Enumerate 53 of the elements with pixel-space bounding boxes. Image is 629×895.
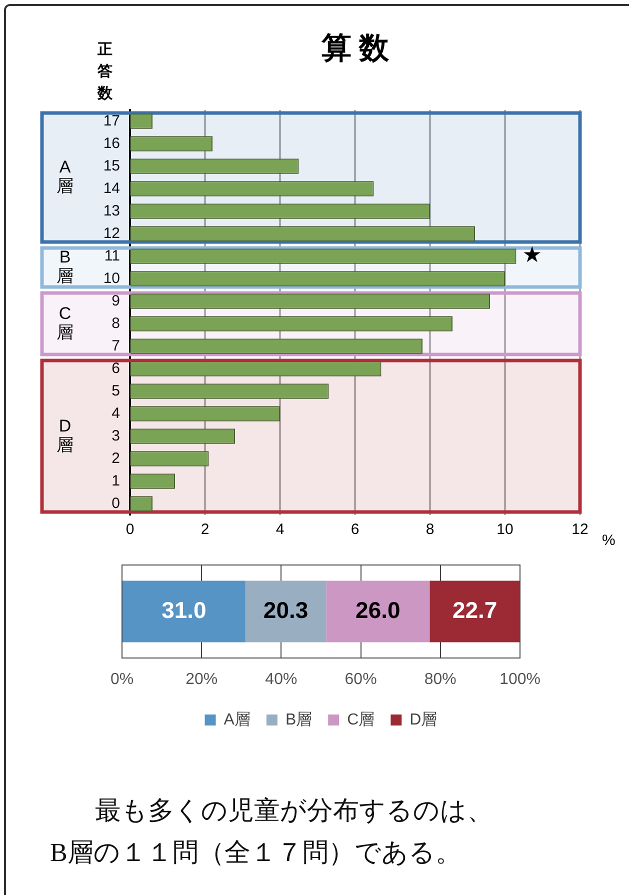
y-tick-label: 15 — [103, 157, 120, 174]
x-tick-label: 80% — [424, 671, 456, 688]
bar — [122, 580, 246, 642]
y-tick-label: 7 — [112, 337, 120, 354]
bar — [245, 580, 326, 642]
data-label: 31.0 — [162, 596, 206, 623]
y-tick-label: 17 — [103, 112, 120, 130]
x-tick-label: 10 — [496, 521, 514, 538]
legend-label: A層 — [224, 711, 250, 728]
y-tick-label: 5 — [112, 382, 120, 400]
x-tick-label: 60% — [344, 671, 377, 688]
x-tick-label: 0 — [126, 521, 134, 538]
x-tick-label: 2 — [200, 521, 210, 538]
annotation: ★ — [522, 242, 542, 268]
bar — [430, 580, 520, 642]
legend-label: B層 — [285, 711, 312, 728]
x-tick-label: 40% — [265, 671, 298, 688]
y-tick-label: 1 — [112, 472, 120, 490]
text: B層の１１問（全１７問）である。 — [49, 837, 462, 869]
y-tick-label: 16 — [103, 134, 120, 152]
x-tick-label: 8 — [426, 521, 434, 538]
text: 最も多くの児童が分布するのは、 — [94, 795, 494, 827]
band-label: D層 — [56, 416, 74, 454]
y-tick-label: 3 — [112, 427, 120, 444]
bar — [326, 580, 430, 642]
legend-label: C層 — [347, 711, 375, 728]
x-tick-label: 6 — [350, 521, 360, 538]
data-label: 20.3 — [263, 596, 308, 623]
x-tick-label: 100% — [500, 671, 540, 688]
x-tick-label: 4 — [276, 521, 284, 538]
band-label: B層 — [56, 248, 74, 286]
y-tick-label: 8 — [112, 314, 120, 332]
y-tick-label: 6 — [112, 360, 120, 377]
legend-label: D層 — [410, 711, 438, 728]
y-tick-label: 11 — [104, 247, 120, 264]
x-tick-label: 20% — [186, 671, 218, 688]
y-tick-label: 13 — [103, 202, 120, 220]
band-label: A層 — [56, 158, 74, 196]
y-axis-title: 正答数 — [96, 41, 114, 102]
data-label: 22.7 — [452, 596, 498, 623]
x-tick-label: 12 — [572, 521, 588, 538]
y-tick-label: 4 — [112, 404, 120, 422]
x-tick-label: 0% — [110, 671, 134, 688]
x-axis-title: % — [602, 532, 616, 550]
y-tick-label: 12 — [103, 224, 120, 242]
y-tick-label: 0 — [112, 494, 120, 512]
y-tick-label: 2 — [112, 450, 120, 467]
y-tick-label: 10 — [103, 270, 120, 287]
data-label: 26.0 — [356, 596, 400, 623]
chart-title: 算 数 — [320, 32, 390, 65]
y-tick-label: 14 — [103, 180, 120, 197]
band-label: C層 — [56, 304, 74, 342]
y-tick-label: 9 — [112, 292, 120, 310]
